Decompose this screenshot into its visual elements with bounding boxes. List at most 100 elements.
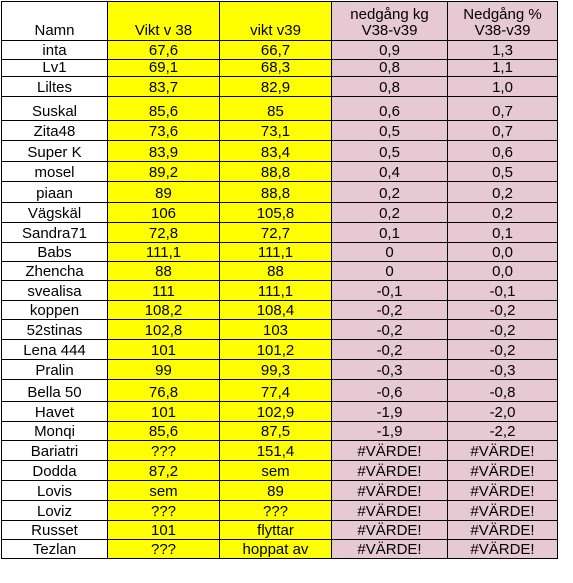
cell-weight-v38[interactable]: 111,1 (107, 242, 220, 262)
cell-loss-kg[interactable]: 0,4 (331, 161, 448, 182)
cell-loss-pct[interactable]: -0,8 (447, 379, 558, 402)
cell-loss-pct[interactable]: 1,0 (447, 76, 558, 97)
cell-loss-pct[interactable]: -0,3 (447, 359, 558, 380)
cell-name[interactable]: mosel (1, 161, 108, 182)
cell-weight-v38[interactable]: 111 (107, 280, 220, 301)
cell-loss-kg[interactable]: #VÄRDE! (331, 539, 448, 559)
cell-loss-pct[interactable]: #VÄRDE! (447, 440, 558, 461)
cell-loss-kg[interactable]: -0,3 (331, 359, 448, 380)
cell-loss-pct[interactable]: 0,6 (447, 140, 558, 162)
cell-loss-pct[interactable]: #VÄRDE! (447, 500, 558, 521)
cell-weight-v38[interactable]: 89 (107, 181, 220, 203)
cell-weight-v39[interactable]: 151,4 (219, 440, 332, 461)
cell-loss-kg[interactable]: 0,9 (331, 40, 448, 60)
cell-weight-v39[interactable]: 66,7 (219, 40, 332, 60)
cell-weight-v38[interactable]: 67,6 (107, 40, 220, 60)
cell-weight-v39[interactable]: 88,8 (219, 181, 332, 203)
cell-weight-v39[interactable]: 105,8 (219, 202, 332, 223)
cell-loss-kg[interactable]: #VÄRDE! (331, 460, 448, 481)
cell-loss-pct[interactable]: -2,0 (447, 401, 558, 422)
cell-loss-kg[interactable]: -0,1 (331, 280, 448, 301)
cell-loss-pct[interactable]: 0,2 (447, 181, 558, 203)
cell-name[interactable]: Loviz (1, 500, 108, 521)
cell-loss-kg[interactable]: #VÄRDE! (331, 480, 448, 501)
cell-weight-v38[interactable]: 83,7 (107, 76, 220, 97)
cell-weight-v38[interactable]: 87,2 (107, 460, 220, 481)
cell-name[interactable]: inta (1, 40, 108, 60)
cell-weight-v39[interactable]: 72,7 (219, 222, 332, 243)
cell-name[interactable]: Lovis (1, 480, 108, 501)
cell-weight-v39[interactable]: hoppat av (219, 539, 332, 559)
cell-weight-v39[interactable]: 99,3 (219, 359, 332, 380)
cell-name[interactable]: Super K (1, 140, 108, 162)
cell-name[interactable]: Liltes (1, 76, 108, 97)
cell-weight-v38[interactable]: 69,1 (107, 59, 220, 77)
header-weight-v39[interactable]: vikt v39 (219, 1, 332, 41)
cell-name[interactable]: Havet (1, 401, 108, 422)
cell-weight-v39[interactable]: 101,2 (219, 339, 332, 360)
cell-weight-v39[interactable]: ??? (219, 500, 332, 521)
cell-loss-pct[interactable]: -0,2 (447, 300, 558, 320)
cell-loss-kg[interactable]: 0,8 (331, 59, 448, 77)
cell-weight-v38[interactable]: sem (107, 480, 220, 501)
cell-loss-kg[interactable]: -1,9 (331, 401, 448, 422)
cell-loss-pct[interactable]: #VÄRDE! (447, 460, 558, 481)
cell-weight-v38[interactable]: 99 (107, 359, 220, 380)
cell-loss-kg[interactable]: 0,2 (331, 202, 448, 223)
cell-loss-pct[interactable]: #VÄRDE! (447, 539, 558, 559)
header-weight-v38[interactable]: Vikt v 38 (107, 1, 220, 41)
cell-weight-v38[interactable]: ??? (107, 440, 220, 461)
cell-loss-pct[interactable]: 0,0 (447, 242, 558, 262)
cell-name[interactable]: Lena 444 (1, 339, 108, 360)
cell-loss-kg[interactable]: 0,5 (331, 120, 448, 141)
cell-weight-v38[interactable]: ??? (107, 500, 220, 521)
cell-weight-v39[interactable]: 103 (219, 319, 332, 340)
cell-weight-v39[interactable]: sem (219, 460, 332, 481)
cell-loss-pct[interactable]: 1,1 (447, 59, 558, 77)
cell-name[interactable]: koppen (1, 300, 108, 320)
cell-weight-v38[interactable]: 108,2 (107, 300, 220, 320)
cell-weight-v39[interactable]: 68,3 (219, 59, 332, 77)
cell-loss-pct[interactable]: 0,7 (447, 96, 558, 121)
cell-weight-v39[interactable]: 111,1 (219, 280, 332, 301)
cell-loss-kg[interactable]: #VÄRDE! (331, 440, 448, 461)
cell-weight-v39[interactable]: 108,4 (219, 300, 332, 320)
cell-weight-v38[interactable]: 72,8 (107, 222, 220, 243)
cell-loss-kg[interactable]: -1,9 (331, 421, 448, 441)
cell-weight-v38[interactable]: 85,6 (107, 96, 220, 121)
cell-name[interactable]: Pralin (1, 359, 108, 380)
cell-name[interactable]: piaan (1, 181, 108, 203)
cell-name[interactable]: 52stinas (1, 319, 108, 340)
cell-weight-v39[interactable]: 102,9 (219, 401, 332, 422)
cell-name[interactable]: Vägskäl (1, 202, 108, 223)
cell-weight-v39[interactable]: 88,8 (219, 161, 332, 182)
cell-loss-pct[interactable]: 0,1 (447, 222, 558, 243)
cell-weight-v38[interactable]: 73,6 (107, 120, 220, 141)
cell-weight-v38[interactable]: 101 (107, 339, 220, 360)
cell-loss-kg[interactable]: -0,2 (331, 339, 448, 360)
cell-loss-kg[interactable]: 0,1 (331, 222, 448, 243)
cell-name[interactable]: Sandra71 (1, 222, 108, 243)
cell-weight-v38[interactable]: 101 (107, 520, 220, 540)
cell-weight-v39[interactable]: 77,4 (219, 379, 332, 402)
cell-weight-v38[interactable]: ??? (107, 539, 220, 559)
cell-loss-kg[interactable]: 0,8 (331, 76, 448, 97)
cell-name[interactable]: Lv1 (1, 59, 108, 77)
cell-loss-pct[interactable]: -2,2 (447, 421, 558, 441)
cell-loss-kg[interactable]: #VÄRDE! (331, 500, 448, 521)
header-loss-kg[interactable]: nedgång kg V38-v39 (331, 1, 448, 41)
cell-loss-pct[interactable]: -0,1 (447, 280, 558, 301)
cell-weight-v39[interactable]: 89 (219, 480, 332, 501)
cell-name[interactable]: Babs (1, 242, 108, 262)
cell-name[interactable]: Suskal (1, 96, 108, 121)
cell-loss-pct[interactable]: 1,3 (447, 40, 558, 60)
cell-loss-kg[interactable]: 0,5 (331, 140, 448, 162)
cell-loss-pct[interactable]: 0,5 (447, 161, 558, 182)
cell-loss-pct[interactable]: #VÄRDE! (447, 520, 558, 540)
cell-loss-kg[interactable]: -0,6 (331, 379, 448, 402)
cell-weight-v39[interactable]: 73,1 (219, 120, 332, 141)
cell-loss-pct[interactable]: 0,7 (447, 120, 558, 141)
cell-name[interactable]: Dodda (1, 460, 108, 481)
header-name[interactable]: Namn (1, 1, 108, 41)
cell-loss-kg[interactable]: -0,2 (331, 319, 448, 340)
